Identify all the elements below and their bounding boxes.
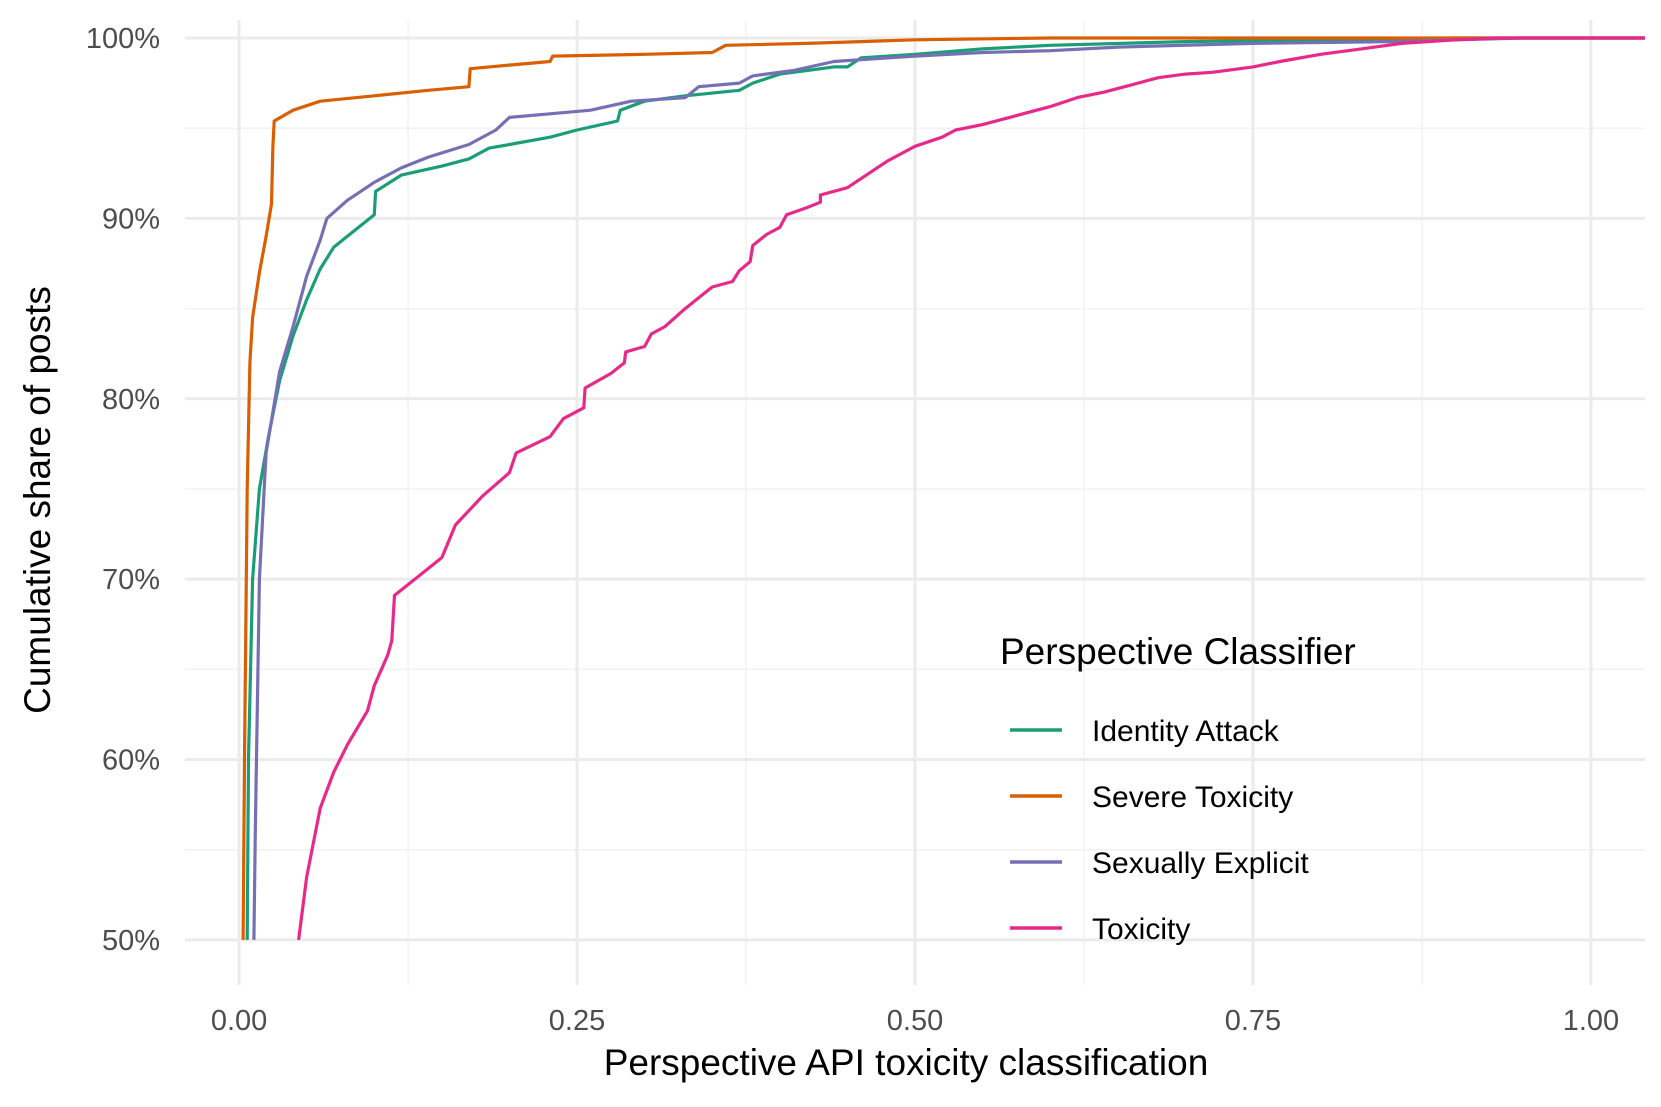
x-tick-label: 0.75 bbox=[1225, 1005, 1281, 1037]
legend-label-sexually-explicit: Sexually Explicit bbox=[1092, 847, 1309, 880]
series-line-severe-toxicity bbox=[241, 36, 1645, 940]
y-tick-label: 60% bbox=[102, 745, 160, 777]
y-tick-label: 100% bbox=[86, 23, 160, 55]
series-line-toxicity bbox=[297, 36, 1645, 941]
y-tick-label: 80% bbox=[102, 384, 160, 416]
y-tick-labels: 50% 60% 70% 80% 90% 100% bbox=[86, 23, 160, 957]
legend-title: Perspective Classifier bbox=[1000, 631, 1356, 672]
y-tick-label: 70% bbox=[102, 564, 160, 596]
series-layer bbox=[241, 36, 1645, 941]
legend-label-toxicity: Toxicity bbox=[1092, 913, 1190, 946]
x-axis-title: Perspective API toxicity classification bbox=[604, 1042, 1209, 1083]
x-tick-label: 0.50 bbox=[887, 1005, 943, 1037]
x-tick-label: 0.00 bbox=[211, 1005, 267, 1037]
legend: Perspective Classifier Identity Attack Se… bbox=[1000, 631, 1356, 946]
y-tick-label: 50% bbox=[102, 925, 160, 957]
x-tick-labels: 0.00 0.25 0.50 0.75 1.00 bbox=[211, 1005, 1619, 1037]
x-tick-label: 0.25 bbox=[549, 1005, 605, 1037]
series-line-identity-attack bbox=[245, 36, 1645, 940]
legend-label-severe-toxicity: Severe Toxicity bbox=[1092, 781, 1293, 814]
series-line-sexually-explicit bbox=[252, 36, 1645, 940]
legend-label-identity-attack: Identity Attack bbox=[1092, 715, 1280, 748]
y-tick-label: 90% bbox=[102, 203, 160, 235]
x-tick-label: 1.00 bbox=[1563, 1005, 1619, 1037]
y-axis-title: Cumulative share of posts bbox=[17, 286, 58, 714]
